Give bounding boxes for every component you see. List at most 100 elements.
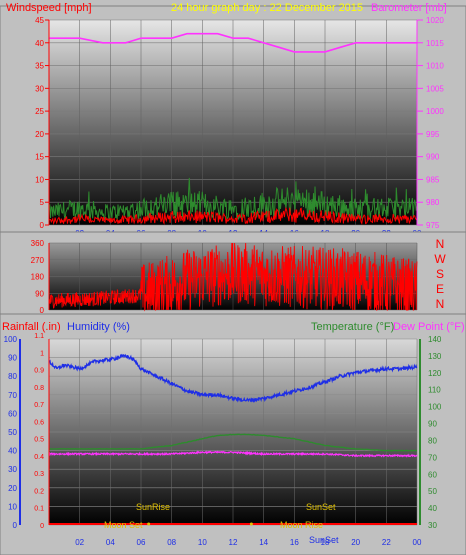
humidity-tick-label: 30 [8,465,17,474]
wind-tick-label: 5 [40,198,45,207]
x-tick-label: 00 [413,538,422,547]
temp-tick-label: 30 [428,521,437,530]
moonset-label: Moon Set [104,520,143,530]
baro-tick-label: 995 [426,130,440,139]
x-tick-label: 04 [106,538,115,547]
x-tick-label: 02 [75,538,84,547]
wind-avg-line [48,206,418,226]
humidity-tick-label: 40 [8,447,17,456]
compass-label: W [434,252,446,266]
humidity-line [48,353,418,403]
baro-axis-ticks: 975 980 985 990 995 1000 1005 1010 1015 1020 [416,16,444,230]
direction-series [48,242,418,312]
humidity-axis-ticks: 0 10 20 30 40 50 60 70 80 90 100 [4,335,21,530]
baro-tick-label: 985 [426,175,440,184]
temp-tick-label: 110 [428,386,441,395]
x-tick-label: 06 [137,538,146,547]
temp-tick-label: 60 [428,470,437,479]
x-tick-label: 10 [198,538,207,547]
barometer-line [49,32,417,53]
compass-label: S [436,267,444,281]
baro-tick-label: 990 [426,153,440,162]
x-tick-label: 16 [290,538,299,547]
wind-baro-series [48,32,418,226]
humidity-tick-label: 10 [8,502,17,511]
rain-tick-label: 1.1 [34,333,44,340]
moonrise-marker [249,522,253,526]
wind-tick-label: 15 [35,153,44,162]
baro-tick-label: 1020 [426,16,444,25]
humidity-tick-label: 0 [13,521,18,530]
direction-tick-label: 180 [31,273,45,282]
wind-tick-label: 25 [35,107,44,116]
rain-tick-label: 1 [40,350,44,357]
rain-tick-label: 0.9 [34,368,44,375]
rain-tick-label: 0.3 [34,471,44,478]
wind-tick-label: 0 [40,221,45,230]
chart-title: 24 hour graph day : 22 December 2015 [171,2,363,14]
humidity-tick-label: 20 [8,484,17,493]
wind-tick-label: 10 [35,175,44,184]
direction-tick-label: 270 [31,256,45,265]
rain-tick-label: 0.1 [34,506,44,513]
humidity-tick-label: 90 [8,354,17,363]
rain-tick-label: 0.2 [34,488,44,495]
temp-tick-label: 90 [428,420,437,429]
wind-tick-label: 40 [35,39,44,48]
temp-tick-label: 50 [428,487,437,496]
wind-tick-label: 35 [35,62,44,71]
temp-axis-ticks: 30 40 50 60 70 80 90 100 110 120 130 140 [419,335,442,530]
compass-label: E [436,282,444,296]
wind-tick-label: 30 [35,84,44,93]
rain-tick-label: 0 [40,523,44,530]
dew-axis-label: Dew Point (°F) [393,321,465,333]
rain-tick-label: 0.7 [34,402,44,409]
direction-tick-label: 360 [31,239,45,248]
wind-tick-label: 20 [35,130,44,139]
x-tick-label: 14 [259,538,268,547]
temp-tick-label: 130 [428,352,442,361]
wind-axis-label: Windspeed [mph] [6,2,92,14]
baro-tick-label: 1010 [426,62,444,71]
compass-label: N [436,297,445,311]
x-tick-label: 18 [321,538,330,547]
rain-axis-label: Rainfall (.in) [2,321,61,333]
x-tick-label: 08 [167,538,176,547]
temp-tick-label: 140 [428,335,442,344]
rain-axis-ticks: 0 0.1 0.2 0.3 0.4 0.5 0.6 0.7 0.8 0.9 1 1.1 [34,333,50,530]
rain-tick-label: 0.6 [34,419,44,426]
moonrise-label: Moon Rise [280,520,323,530]
x-tick-label: 12 [229,538,238,547]
wind-tick-label: 45 [35,16,44,25]
dew-point-line [48,450,418,458]
x-tick-label: 20 [351,538,360,547]
direction-tick-label: 90 [35,289,44,298]
wind-baro-grid [49,19,418,226]
temp-tick-label: 40 [428,504,437,513]
rain-tick-label: 0.4 [34,454,44,461]
sunset-bottom-label: SunSet [309,535,339,545]
baro-tick-label: 975 [426,221,440,230]
sunrise-label: SunRise [136,502,170,512]
x-tick-label: 22 [382,538,391,547]
direction-axis-ticks: 0 90 180 270 360 [31,239,50,315]
baro-axis-label: Barometer [mb] [371,2,447,14]
humidity-tick-label: 50 [8,428,17,437]
baro-tick-label: 1015 [426,39,444,48]
moonset-marker [147,522,151,526]
wind-axis-ticks: 0 5 10 15 20 25 30 35 40 45 [35,16,50,230]
rain-hum-temp-series [48,353,418,526]
rain-tick-label: 0.8 [34,385,44,392]
baro-tick-label: 980 [426,198,440,207]
wind-gust-line [48,177,418,222]
temp-tick-label: 70 [428,453,437,462]
baro-tick-label: 1000 [426,107,444,116]
temperature-line [48,433,417,452]
rain-tick-label: 0.5 [34,437,44,444]
rain-hum-temp-grid [49,338,418,526]
temp-tick-label: 80 [428,436,437,445]
humidity-tick-label: 80 [8,372,17,381]
compass-label: N [436,237,445,251]
sunset-label: SunSet [306,502,336,512]
